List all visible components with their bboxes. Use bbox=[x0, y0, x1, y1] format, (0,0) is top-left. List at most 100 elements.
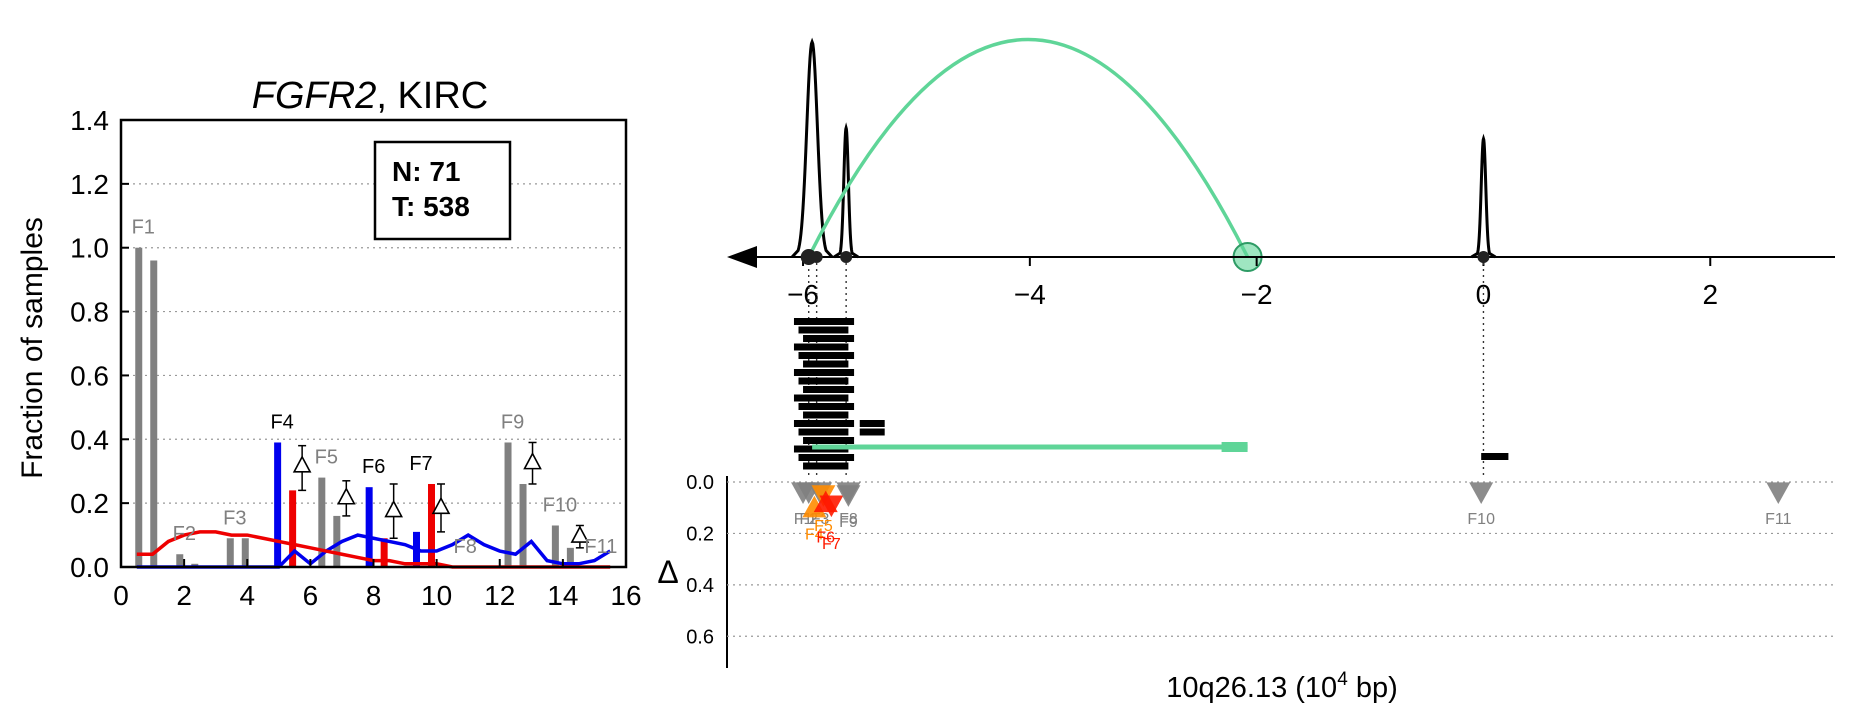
read-bar bbox=[859, 428, 885, 436]
read-bar bbox=[798, 326, 849, 334]
site-dot bbox=[810, 251, 823, 263]
delta-markers bbox=[292, 441, 590, 549]
left-bar-chart: FGFR2, KIRC Fraction of samples F1 F2 F3 F4… bbox=[16, 75, 642, 611]
x-tick-label: 0 bbox=[113, 580, 129, 611]
delta-marker-label: F6 bbox=[816, 530, 835, 547]
chart-title: FGFR2, KIRC bbox=[252, 75, 488, 117]
counts-box-frame bbox=[373, 140, 512, 241]
read-bar bbox=[803, 360, 849, 368]
bars-group bbox=[135, 247, 574, 567]
delta-triangle-marker bbox=[336, 487, 356, 505]
bar-tumor bbox=[380, 538, 388, 567]
read-bar bbox=[803, 462, 849, 470]
x-tick-label: −4 bbox=[1014, 279, 1046, 310]
y-tick-label: 0.0 bbox=[70, 552, 109, 583]
x-tick-label: 2 bbox=[176, 580, 192, 611]
bar-tumor bbox=[519, 483, 527, 567]
read-bar bbox=[859, 420, 885, 427]
y-tick-label: 0.8 bbox=[70, 297, 109, 328]
x-tick-label: 12 bbox=[484, 580, 515, 611]
x-tick-label: 2 bbox=[1702, 279, 1718, 310]
bar-normal bbox=[365, 487, 373, 567]
fragment-label: F11 bbox=[584, 536, 617, 558]
delta-triangle-marker bbox=[523, 451, 542, 470]
x-tick-label: 10 bbox=[421, 580, 452, 611]
y-tick-label: 0.4 bbox=[70, 424, 109, 455]
delta-triangle-marker bbox=[384, 499, 403, 518]
delta-marker-label: F11 bbox=[1765, 511, 1791, 528]
read-bar bbox=[793, 420, 855, 427]
read-bar bbox=[793, 369, 855, 376]
bar-normal bbox=[551, 525, 559, 567]
bar-tumor bbox=[150, 260, 158, 567]
site-guides bbox=[800, 249, 1490, 478]
read-bar bbox=[803, 335, 855, 342]
bar-normal bbox=[274, 442, 282, 567]
fragment-label: F9 bbox=[501, 411, 524, 433]
grid-lines bbox=[121, 183, 626, 504]
x-tick-label: −2 bbox=[1241, 279, 1273, 310]
fragment-label: F10 bbox=[543, 494, 577, 516]
x-tick-label: 16 bbox=[610, 580, 641, 611]
x-tick-label: 4 bbox=[239, 580, 255, 611]
delta-triangle-marker bbox=[431, 496, 451, 515]
read-bar bbox=[798, 403, 855, 410]
x-axis-label: 10q26.13 (104 bp) bbox=[1166, 669, 1398, 704]
fragment-label: F5 bbox=[315, 447, 338, 469]
read-bar bbox=[803, 411, 849, 419]
delta-marker-triangle bbox=[836, 485, 861, 507]
y-tick-label: 1.4 bbox=[70, 105, 109, 136]
delta-marker-label: F10 bbox=[1467, 511, 1495, 528]
read-bar bbox=[793, 343, 849, 351]
counts-box: N: 71 T: 538 bbox=[373, 140, 512, 241]
bar-normal bbox=[135, 247, 143, 567]
delta-tick-label: 0.2 bbox=[686, 523, 714, 545]
delta-marker-label: F4 bbox=[805, 527, 824, 544]
strand-arrow-icon bbox=[727, 246, 757, 268]
fragment-label: F1 bbox=[132, 217, 155, 239]
y-tick-label: 1.2 bbox=[70, 169, 109, 200]
coverage-peak bbox=[1470, 133, 1497, 259]
y-axis-label: Fraction of samples bbox=[16, 217, 49, 479]
coverage-peaks bbox=[791, 37, 1497, 259]
bar-tumor bbox=[428, 483, 435, 567]
bar-tumor bbox=[241, 538, 249, 567]
fragment-label: F2 bbox=[173, 523, 196, 545]
delta-marker-triangle bbox=[1766, 482, 1791, 504]
delta-triangle-marker bbox=[570, 525, 590, 543]
read-bar bbox=[803, 386, 855, 393]
junction-arc bbox=[807, 38, 1263, 272]
bar-tumor bbox=[566, 547, 574, 567]
read-bar bbox=[798, 377, 849, 385]
bar-normal bbox=[318, 477, 326, 567]
fragment-label: F3 bbox=[223, 507, 246, 529]
read-bar bbox=[1481, 453, 1509, 460]
coverage-peak bbox=[791, 37, 834, 259]
coverage-peak bbox=[833, 122, 859, 259]
delta-tick-label: 0.0 bbox=[686, 472, 714, 494]
site-dot bbox=[1477, 251, 1490, 263]
site-dot bbox=[840, 251, 853, 263]
delta-marker-label: F7 bbox=[822, 536, 841, 553]
y-tick-label: 0.6 bbox=[70, 360, 109, 391]
read-bar bbox=[803, 437, 855, 444]
x-axis-ticks: 0 2 4 6 8 10 12 14 16 bbox=[113, 559, 642, 611]
bar-normal bbox=[176, 554, 184, 567]
bar-tumor bbox=[333, 515, 341, 567]
junction-read-end bbox=[1221, 442, 1248, 452]
read-bar bbox=[793, 394, 849, 402]
read-bar bbox=[793, 318, 855, 325]
delta-axis-label: Δ bbox=[657, 554, 678, 590]
delta-marker-label: F5 bbox=[814, 518, 833, 535]
tumor-count: T: 538 bbox=[392, 191, 470, 222]
x-tick-label: 6 bbox=[303, 580, 319, 611]
fragment-label: F7 bbox=[409, 453, 432, 475]
fragment-labels: F1 F2 F3 F4 F5 F6 F7 F8 F9 F10 F11 bbox=[132, 217, 618, 558]
delta-marker-triangle bbox=[1469, 482, 1494, 504]
fragment-label: F4 bbox=[270, 411, 293, 433]
read-bar bbox=[798, 454, 855, 461]
fragment-label: F6 bbox=[362, 456, 385, 478]
x-tick-label: 8 bbox=[366, 580, 382, 611]
bar-normal bbox=[504, 442, 512, 567]
